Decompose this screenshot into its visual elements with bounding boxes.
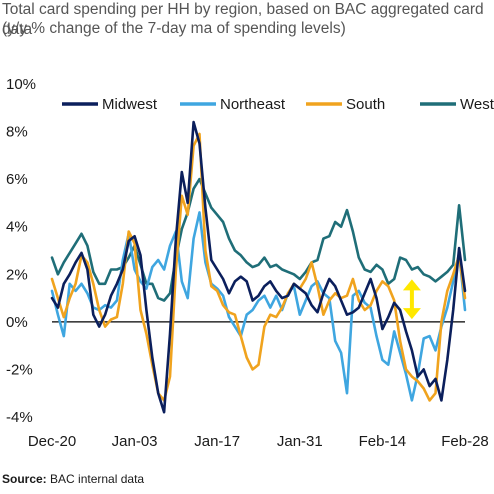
x-tick-label: Feb-28 bbox=[441, 433, 489, 450]
legend-label-south: South bbox=[346, 96, 385, 113]
chart-title: Total card spending per HH by region, ba… bbox=[2, 1, 484, 38]
x-tick-label: Jan-17 bbox=[194, 433, 240, 450]
x-axis: Dec-20 Jan-03 Jan-17 Jan-31 Feb-14 Feb-28 bbox=[28, 433, 489, 450]
x-tick-label: Jan-31 bbox=[277, 433, 323, 450]
annotation-arrow bbox=[402, 279, 421, 320]
series-line-south bbox=[50, 132, 467, 402]
annotation-head-bottom bbox=[402, 308, 421, 320]
x-tick-label: Dec-20 bbox=[28, 433, 76, 450]
y-tick-label: -2% bbox=[6, 361, 33, 378]
source-label: Source: bbox=[2, 472, 47, 486]
y-tick-label: 4% bbox=[6, 219, 28, 236]
series-group bbox=[50, 120, 467, 414]
y-tick-label: -4% bbox=[6, 409, 33, 426]
source-note: Source: BAC internal data bbox=[2, 472, 144, 486]
y-axis: 10% 8% 6% 4% 2% 0% -2% -4% bbox=[6, 76, 36, 426]
y-tick-label: 0% bbox=[6, 314, 28, 331]
series-line-midwest bbox=[50, 120, 467, 414]
series-line-northeast bbox=[50, 211, 467, 402]
source-text: BAC internal data bbox=[46, 472, 145, 486]
legend: Midwest Northeast South West bbox=[62, 96, 494, 113]
y-tick-label: 8% bbox=[6, 124, 28, 141]
x-tick-label: Jan-03 bbox=[112, 433, 158, 450]
series-line-west bbox=[50, 177, 467, 302]
x-tick-label: Feb-14 bbox=[359, 433, 407, 450]
legend-label-west: West bbox=[460, 96, 494, 113]
legend-label-northeast: Northeast bbox=[220, 96, 286, 113]
chart-subtitle: (y/y % change of the 7-day ma of spendin… bbox=[2, 20, 346, 37]
annotation-head-top bbox=[402, 279, 421, 291]
y-tick-label: 6% bbox=[6, 171, 28, 188]
y-tick-label: 2% bbox=[6, 266, 28, 283]
y-tick-label: 10% bbox=[6, 76, 36, 93]
legend-label-midwest: Midwest bbox=[102, 96, 158, 113]
